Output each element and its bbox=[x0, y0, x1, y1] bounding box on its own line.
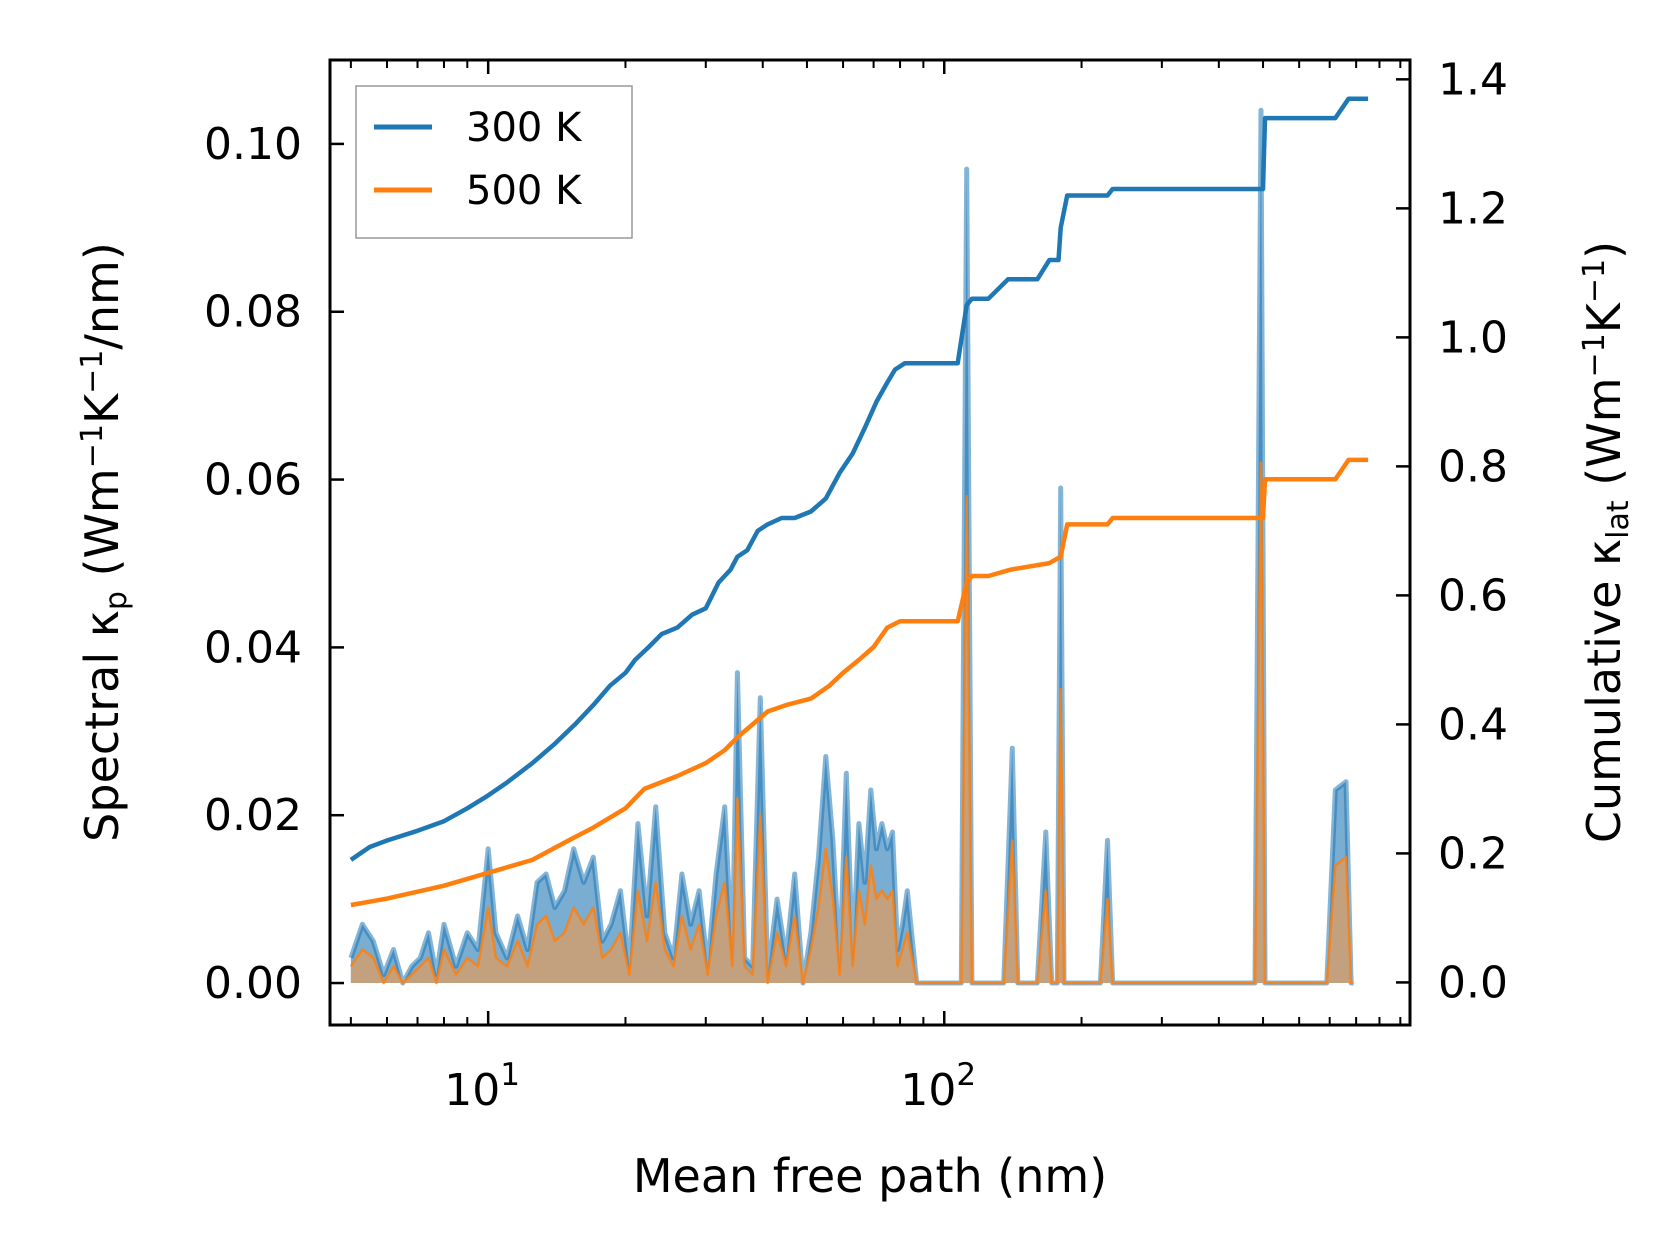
y-right-tick-label: 1.0 bbox=[1438, 312, 1508, 363]
y-left-tick-label: 0.10 bbox=[204, 119, 302, 170]
spectral-300k-outline bbox=[348, 107, 1354, 986]
y-left-tick-label: 0.04 bbox=[204, 622, 302, 673]
y-right-tick-label: 0.4 bbox=[1438, 699, 1508, 750]
x-axis-label: Mean free path (nm) bbox=[633, 1149, 1107, 1203]
y-right-tick-label: 0.0 bbox=[1438, 957, 1508, 1008]
y-left-label-sub: p bbox=[99, 591, 134, 610]
y-left-label-main: Spectral κ bbox=[75, 610, 129, 842]
y-axis-right-label: Cumulative κlat (Wm−1K−1) bbox=[1577, 241, 1636, 843]
y-right-label-sub: lat bbox=[1601, 500, 1636, 539]
x-tick-label-exponent: 1 bbox=[500, 1057, 520, 1093]
x-tick-label: 101 bbox=[444, 1057, 520, 1116]
y-right-label-unit-b: K bbox=[1577, 301, 1631, 333]
plot-frame bbox=[328, 58, 1412, 1027]
y-right-tick-label: 0.2 bbox=[1438, 828, 1508, 879]
y-left-label-sup1: −1 bbox=[75, 424, 110, 468]
y-right-tick-label: 0.8 bbox=[1438, 441, 1508, 492]
x-tick-label-exponent: 2 bbox=[956, 1057, 976, 1093]
y-right-tick-label: 0.6 bbox=[1438, 570, 1508, 621]
y-right-label-main: Cumulative κ bbox=[1577, 539, 1631, 843]
spectral-500k-outline bbox=[349, 461, 1354, 985]
legend-label-300k: 300 K bbox=[466, 105, 583, 151]
legend-label-500k: 500 K bbox=[466, 168, 583, 214]
y-left-label-unit-b: K bbox=[75, 392, 129, 424]
x-tick-label: 102 bbox=[900, 1057, 976, 1116]
y-left-label-sup2: −1 bbox=[75, 350, 110, 394]
y-left-tick-label: 0.06 bbox=[204, 455, 302, 506]
x-tick-label-base: 10 bbox=[900, 1065, 956, 1116]
y-right-label-sup2: −1 bbox=[1577, 259, 1612, 303]
y-left-tick-label: 0.02 bbox=[204, 790, 302, 841]
cumulative-line-300k bbox=[349, 96, 1369, 862]
y-right-tick-label: 1.4 bbox=[1438, 54, 1508, 105]
y-right-label-unit-c: ) bbox=[1577, 241, 1631, 259]
y-left-label-unit-a: (Wm bbox=[75, 468, 129, 591]
y-right-tick-label: 1.2 bbox=[1438, 183, 1508, 234]
y-right-label-unit-a: (Wm bbox=[1577, 377, 1631, 500]
cumulative-line-500k bbox=[350, 457, 1369, 908]
y-left-tick-label: 0.08 bbox=[204, 287, 302, 338]
x-tick-label-base: 10 bbox=[444, 1065, 500, 1116]
spectral-300k-area bbox=[350, 110, 1354, 984]
y-left-label-unit-c: /nm) bbox=[75, 242, 129, 349]
y-axis-left-label: Spectral κp (Wm−1K−1/nm) bbox=[75, 242, 134, 842]
legend-box bbox=[355, 85, 633, 239]
y-left-tick-label: 0.00 bbox=[204, 958, 302, 1009]
y-right-label-sup1: −1 bbox=[1577, 333, 1612, 377]
legend: 300 K 500 K bbox=[355, 85, 633, 239]
